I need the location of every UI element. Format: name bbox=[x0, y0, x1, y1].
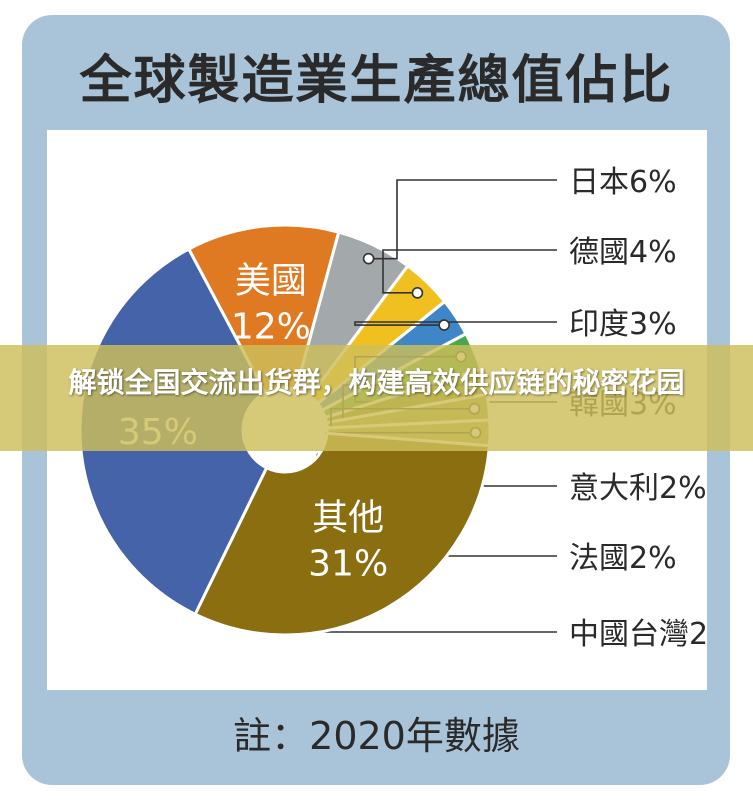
leader-line bbox=[382, 249, 557, 294]
slice-label-意大利: 意大利2% bbox=[569, 471, 707, 506]
slice-label-美國-0: 美國 bbox=[235, 261, 307, 302]
leader-line bbox=[354, 321, 557, 326]
slice-label-德國: 德國4% bbox=[569, 235, 677, 270]
chart-title: 全球製造業生產總值佔比 bbox=[79, 51, 674, 111]
pie-slice-其他 bbox=[193, 431, 492, 637]
chart-note: 註：2020年數據 bbox=[233, 714, 520, 758]
slice-label-其他-1: 31% bbox=[308, 543, 388, 584]
slice-label-中國台灣: 中國台灣2% bbox=[569, 617, 707, 652]
slice-label-美國-1: 12% bbox=[231, 307, 311, 348]
banner-text: 解锁全国交流出货群，构建高效供应链的秘密花园 bbox=[68, 366, 685, 399]
overlay-banner bbox=[0, 345, 753, 451]
leader-dot bbox=[362, 252, 375, 265]
slice-label-日本: 日本6% bbox=[569, 165, 677, 200]
leader-dot bbox=[438, 319, 450, 331]
leader-line bbox=[368, 179, 557, 260]
slice-label-法國: 法國2% bbox=[569, 541, 677, 576]
slice-label-其他-0: 其他 bbox=[312, 497, 384, 538]
leader-dot bbox=[411, 287, 424, 299]
slice-label-印度: 印度3% bbox=[569, 307, 677, 342]
